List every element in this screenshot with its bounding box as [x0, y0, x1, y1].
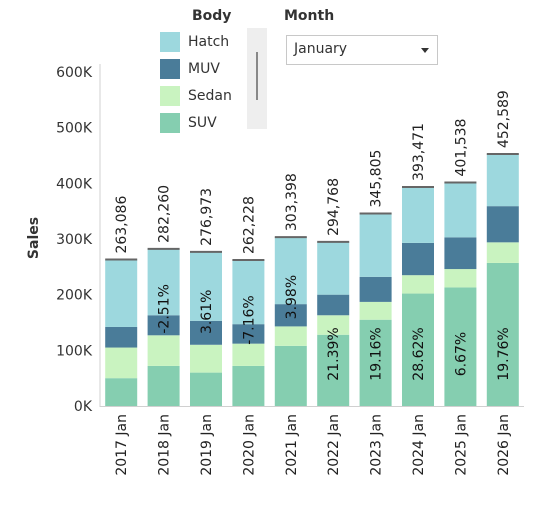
total-label: 401,538	[453, 119, 469, 177]
bar-segment-muv	[317, 294, 350, 316]
bar-segment-hatch	[317, 241, 350, 295]
legend-label-suv: SUV	[188, 115, 217, 131]
x-tick-label: 2026 Jan	[496, 414, 512, 476]
legend-label-hatch: Hatch	[188, 34, 230, 50]
x-tick-label: 2019 Jan	[199, 414, 215, 476]
legend-swatch-sedan	[160, 86, 180, 106]
bar-segment-sedan	[317, 315, 350, 335]
y-axis-label: Sales	[26, 217, 42, 259]
month-filter-title: Month	[284, 8, 335, 24]
x-tick-label: 2024 Jan	[411, 414, 427, 476]
month-filter-dropdown[interactable]: January	[286, 35, 438, 65]
growth-label: 3.98%	[284, 275, 300, 319]
bar-segment-suv	[190, 372, 222, 406]
bar-segment-muv	[402, 242, 434, 276]
bar-segment-sedan	[190, 344, 222, 373]
legend-scrollbar[interactable]	[247, 28, 267, 129]
month-filter-value: January	[294, 41, 348, 57]
bar-segment-hatch	[359, 213, 392, 277]
bar-segment-hatch	[147, 248, 180, 316]
growth-label: 19.76%	[496, 327, 512, 380]
y-tick-label: 300K	[56, 232, 93, 248]
legend-item-sedan[interactable]: Sedan	[160, 86, 270, 106]
bar-segment-suv	[274, 345, 307, 406]
bar-segment-hatch	[444, 182, 477, 238]
bar-segment-suv	[402, 293, 434, 406]
x-tick-label: 2017 Jan	[114, 414, 130, 476]
y-tick-label: 400K	[56, 176, 93, 192]
bar-segment-muv	[359, 276, 392, 302]
x-tick-label: 2025 Jan	[453, 414, 469, 476]
bar-segment-suv	[444, 287, 477, 406]
total-label: 276,973	[199, 188, 215, 246]
bar-segment-suv	[147, 365, 180, 406]
bar-segment-muv	[486, 206, 519, 243]
total-label: 345,805	[369, 150, 385, 208]
bar-segment-hatch	[190, 251, 222, 321]
bar-segment-muv	[232, 324, 265, 344]
y-tick-label: 0K	[74, 399, 93, 415]
legend-title: Body	[192, 8, 232, 24]
legend-item-muv[interactable]: MUV	[160, 59, 270, 79]
growth-label: 6.67%	[453, 332, 469, 376]
bar-segment-hatch	[402, 186, 434, 243]
x-tick-label: 2021 Jan	[284, 414, 300, 476]
legend-swatch-muv	[160, 59, 180, 79]
bar-segment-sedan	[232, 343, 265, 366]
total-label: 263,086	[114, 196, 130, 254]
x-tick-label: 2020 Jan	[241, 414, 257, 476]
growth-label: 19.16%	[369, 327, 385, 380]
bar-segment-sedan	[444, 269, 477, 288]
total-label: 393,471	[411, 123, 427, 181]
total-label: 294,768	[326, 178, 342, 236]
legend-swatch-suv	[160, 113, 180, 133]
growth-label: 28.62%	[411, 327, 427, 380]
bar-segment-sedan	[147, 335, 180, 366]
bar-segment-suv	[359, 319, 392, 406]
y-tick-label: 500K	[56, 121, 93, 137]
growth-label: 3.61%	[199, 290, 215, 334]
growth-label: -2.51%	[157, 284, 173, 334]
bar-segment-suv	[232, 365, 265, 406]
y-tick-label: 600K	[56, 65, 93, 81]
chevron-down-icon[interactable]	[421, 48, 429, 53]
bar-segment-muv	[105, 326, 138, 348]
total-label: 282,260	[157, 185, 173, 243]
legend-label-muv: MUV	[188, 61, 220, 77]
bar-segment-sedan	[402, 275, 434, 294]
bar-segment-sedan	[359, 301, 392, 320]
bar-segment-suv	[486, 262, 519, 406]
bar-segment-muv	[190, 320, 222, 345]
bar-segment-sedan	[486, 242, 519, 263]
bar-segment-muv	[444, 237, 477, 270]
legend-item-hatch[interactable]: Hatch	[160, 32, 270, 52]
legend-item-suv[interactable]: SUV	[160, 113, 270, 133]
y-tick-label: 100K	[56, 343, 93, 359]
bar-segment-sedan	[274, 326, 307, 346]
bar-segment-suv	[105, 378, 138, 406]
bar-segment-muv	[147, 315, 180, 336]
bar-segment-sedan	[105, 347, 138, 379]
x-tick-label: 2022 Jan	[326, 414, 342, 476]
total-label: 262,228	[241, 196, 257, 254]
legend-swatch-hatch	[160, 32, 180, 52]
bar-segment-hatch	[274, 237, 307, 305]
bar-segment-hatch	[486, 154, 519, 207]
x-tick-label: 2018 Jan	[157, 414, 173, 476]
y-tick-label: 200K	[56, 288, 93, 304]
legend-scrollbar-thumb[interactable]	[256, 52, 258, 100]
x-tick-label: 2023 Jan	[369, 414, 385, 476]
total-label: 452,589	[496, 90, 512, 148]
bar-segment-muv	[274, 304, 307, 327]
legend-label-sedan: Sedan	[188, 88, 232, 104]
bar-segment-suv	[317, 334, 350, 406]
bar-segment-hatch	[105, 259, 138, 327]
growth-label: 21.39%	[326, 327, 342, 380]
growth-label: -7.16%	[241, 295, 257, 345]
total-label: 303,398	[284, 173, 300, 231]
bar-segment-hatch	[232, 260, 265, 325]
